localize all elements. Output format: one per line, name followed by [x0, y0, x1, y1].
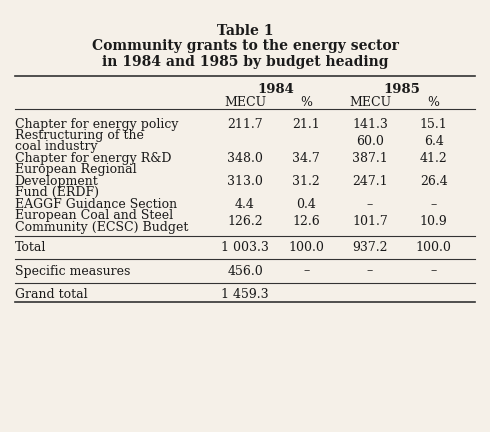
Text: Grand total: Grand total: [15, 288, 87, 301]
Text: –: –: [367, 264, 373, 277]
Text: MECU: MECU: [224, 96, 266, 109]
Text: Chapter for energy policy: Chapter for energy policy: [15, 118, 178, 130]
Text: Community grants to the energy sector: Community grants to the energy sector: [92, 39, 398, 53]
Text: Restructuring of the: Restructuring of the: [15, 129, 144, 142]
Text: coal industry: coal industry: [15, 140, 98, 153]
Text: EAGGF Guidance Section: EAGGF Guidance Section: [15, 198, 177, 211]
Text: 0.4: 0.4: [296, 198, 316, 211]
Text: European Regional: European Regional: [15, 163, 136, 176]
Text: 10.9: 10.9: [420, 215, 447, 228]
Text: 348.0: 348.0: [227, 152, 263, 165]
Text: 1985: 1985: [383, 83, 420, 96]
Text: 313.0: 313.0: [227, 175, 263, 188]
Text: 12.6: 12.6: [293, 215, 320, 228]
Text: 1 459.3: 1 459.3: [221, 288, 269, 301]
Text: 60.0: 60.0: [356, 135, 384, 148]
Text: %: %: [300, 96, 312, 109]
Text: 126.2: 126.2: [227, 215, 263, 228]
Text: Chapter for energy R&D: Chapter for energy R&D: [15, 152, 171, 165]
Text: 6.4: 6.4: [424, 135, 443, 148]
Text: 247.1: 247.1: [352, 175, 388, 188]
Text: 34.7: 34.7: [293, 152, 320, 165]
Text: MECU: MECU: [349, 96, 391, 109]
Text: Development: Development: [15, 175, 98, 188]
Text: –: –: [431, 198, 437, 211]
Text: 937.2: 937.2: [352, 241, 388, 254]
Text: Table 1: Table 1: [217, 24, 273, 38]
Text: –: –: [303, 264, 309, 277]
Text: 211.7: 211.7: [227, 118, 263, 130]
Text: %: %: [428, 96, 440, 109]
Text: –: –: [431, 264, 437, 277]
Text: 101.7: 101.7: [352, 215, 388, 228]
Text: 100.0: 100.0: [416, 241, 452, 254]
Text: Community (ECSC) Budget: Community (ECSC) Budget: [15, 221, 188, 234]
Text: European Coal and Steel: European Coal and Steel: [15, 210, 173, 222]
Text: 100.0: 100.0: [288, 241, 324, 254]
Text: 21.1: 21.1: [293, 118, 320, 130]
Text: –: –: [367, 198, 373, 211]
Text: 26.4: 26.4: [420, 175, 447, 188]
Text: in 1984 and 1985 by budget heading: in 1984 and 1985 by budget heading: [102, 55, 388, 69]
Text: Total: Total: [15, 241, 46, 254]
Text: 41.2: 41.2: [420, 152, 447, 165]
Text: 1984: 1984: [257, 83, 294, 96]
Text: 15.1: 15.1: [420, 118, 447, 130]
Text: 1 003.3: 1 003.3: [221, 241, 269, 254]
Text: 31.2: 31.2: [293, 175, 320, 188]
Text: 141.3: 141.3: [352, 118, 388, 130]
Text: Specific measures: Specific measures: [15, 264, 130, 277]
Text: 387.1: 387.1: [352, 152, 388, 165]
Text: Fund (ERDF): Fund (ERDF): [15, 187, 98, 200]
Text: 456.0: 456.0: [227, 264, 263, 277]
Text: 4.4: 4.4: [235, 198, 255, 211]
